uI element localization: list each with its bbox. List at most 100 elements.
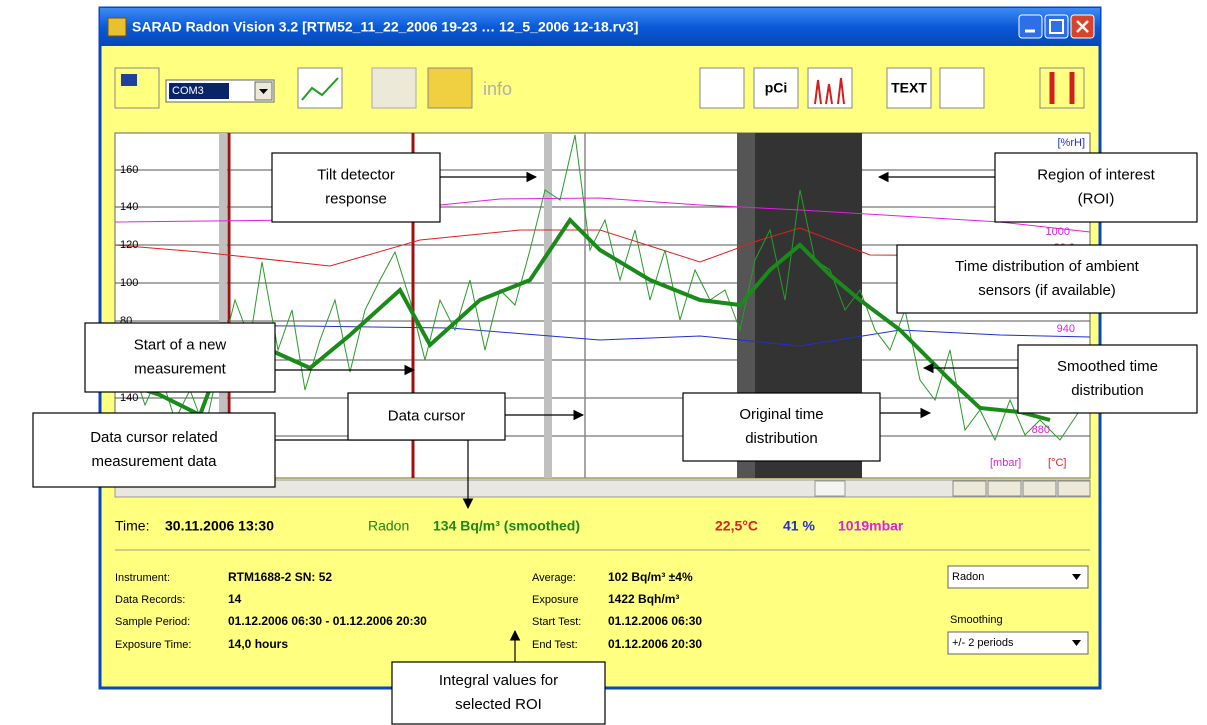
chart-button[interactable]: [297, 67, 343, 109]
pressure-label: 1000: [1046, 226, 1070, 238]
pressure-label: 880: [1032, 424, 1050, 436]
status-humidity: 41 %: [783, 518, 815, 534]
pressure-unit: [mbar]: [990, 457, 1021, 469]
maximize-button[interactable]: [1044, 14, 1069, 39]
info-label: Start Test:: [532, 616, 581, 628]
report-button[interactable]: [939, 67, 985, 109]
y-axis-label: 160: [120, 164, 138, 176]
info-label: End Test:: [532, 639, 578, 651]
callout-box: [1017, 344, 1198, 414]
callout-box: [391, 661, 606, 725]
callout-box: [994, 152, 1198, 223]
roi-edge: [737, 133, 755, 478]
callout-box: [271, 152, 441, 223]
info-value: 14,0 hours: [228, 637, 288, 651]
com-port: COM3: [172, 85, 204, 97]
pci-label: pCi: [765, 80, 788, 96]
info-value: 14: [228, 592, 242, 606]
callout-box: [84, 322, 276, 393]
original-distribution: [114, 134, 1081, 442]
y-axis-label: 140: [120, 392, 138, 404]
status-radon: 134 Bq/m³ (smoothed): [433, 518, 580, 534]
connect-icon: [121, 74, 137, 86]
status-time-label: Time:: [115, 518, 149, 534]
callout-text: sensors (if available): [978, 282, 1116, 299]
title-bar: [100, 8, 1100, 46]
callout-text: Time distribution of ambient: [955, 258, 1140, 275]
info-button[interactable]: info: [483, 79, 512, 99]
pci-button[interactable]: [753, 67, 799, 109]
nav-button[interactable]: [1022, 480, 1057, 497]
status-temperature: 22,5°C: [715, 518, 758, 534]
status-time: 30.11.2006 13:30: [165, 518, 274, 534]
callout-text: response: [325, 190, 387, 207]
smoothing-select[interactable]: [947, 631, 1089, 655]
info-value: 01.12.2006 06:30: [608, 614, 702, 628]
nav-button[interactable]: [952, 480, 987, 497]
callout-text: Data cursor: [388, 407, 466, 424]
info-label: Sample Period:: [115, 616, 190, 628]
pressure-label: 940: [1057, 323, 1075, 335]
info-label: Data Records:: [115, 594, 185, 606]
info-label: Instrument:: [115, 572, 170, 584]
sigma-button[interactable]: [699, 67, 745, 109]
info-value: 1422 Bqh/m³: [608, 592, 679, 606]
callouts: Tilt detector response Region of interest (…: [32, 152, 1198, 725]
callout-box: [682, 392, 881, 462]
info-panel: Instrument: RTM1688-2 SN: 52 Data Records:…: [115, 570, 702, 651]
y-axis-label: 140: [120, 201, 138, 213]
callout-text: measurement data: [91, 453, 217, 470]
chart-icon: [301, 77, 339, 101]
open-button[interactable]: [427, 67, 473, 109]
scroll-thumb[interactable]: [814, 480, 846, 497]
callout-text: Original time: [739, 406, 823, 423]
info-label: Exposure: [532, 594, 578, 606]
callout-text: distribution: [745, 430, 818, 447]
save-button[interactable]: [371, 67, 417, 109]
humidity-trace: [114, 324, 1091, 347]
smoothing: +/- 2 periods: [952, 637, 1014, 649]
text-label: TEXT: [891, 80, 927, 96]
callout-text: Start of a new: [134, 336, 227, 353]
callout-text: Region of interest: [1037, 166, 1155, 183]
callout-box: [896, 244, 1198, 314]
settings-button[interactable]: [1039, 67, 1085, 109]
status-pressure: 1019mbar: [838, 518, 904, 534]
parameter-select[interactable]: [947, 565, 1089, 589]
info-value: 01.12.2006 20:30: [608, 637, 702, 651]
callout-text: distribution: [1071, 382, 1144, 399]
info-value: 102 Bq/m³ ±4%: [608, 570, 693, 584]
text-button[interactable]: [886, 67, 932, 109]
callout-text: (ROI): [1078, 190, 1115, 207]
status-radon-label: Radon: [368, 518, 409, 534]
info-label: Average:: [532, 572, 576, 584]
callout-text: Smoothed time: [1057, 358, 1158, 375]
settings-icon: [1049, 72, 1075, 104]
app-icon: [107, 17, 127, 37]
dropdown-glyph: [259, 89, 268, 94]
info-value: RTM1688-2 SN: 52: [228, 570, 332, 584]
callout-text: Data cursor related: [90, 429, 218, 446]
maximize-glyph: [1049, 19, 1064, 34]
parameter: Radon: [952, 571, 984, 583]
temperature-trace: [114, 227, 1091, 267]
callout-box: [347, 392, 506, 441]
callout-text: selected ROI: [455, 696, 542, 713]
smoothing-label: Smoothing: [950, 614, 1003, 626]
com-highlight: [169, 83, 229, 99]
tilt-marker: [219, 133, 227, 478]
y-axis-label: 120: [120, 239, 138, 251]
temperature-unit: [°C]: [1048, 457, 1066, 469]
nav-button[interactable]: [1057, 480, 1091, 497]
tilt-marker: [544, 133, 552, 478]
nav-button[interactable]: [987, 480, 1022, 497]
info-label: Exposure Time:: [115, 639, 191, 651]
info-value: 01.12.2006 06:30 - 01.12.2006 20:30: [228, 614, 427, 628]
callout-text: Integral values for: [439, 672, 558, 689]
callout-text: measurement: [134, 360, 227, 377]
minimize-button[interactable]: [1018, 14, 1043, 39]
humidity-unit: [%rH]: [1058, 137, 1086, 149]
close-glyph: [1076, 20, 1089, 33]
